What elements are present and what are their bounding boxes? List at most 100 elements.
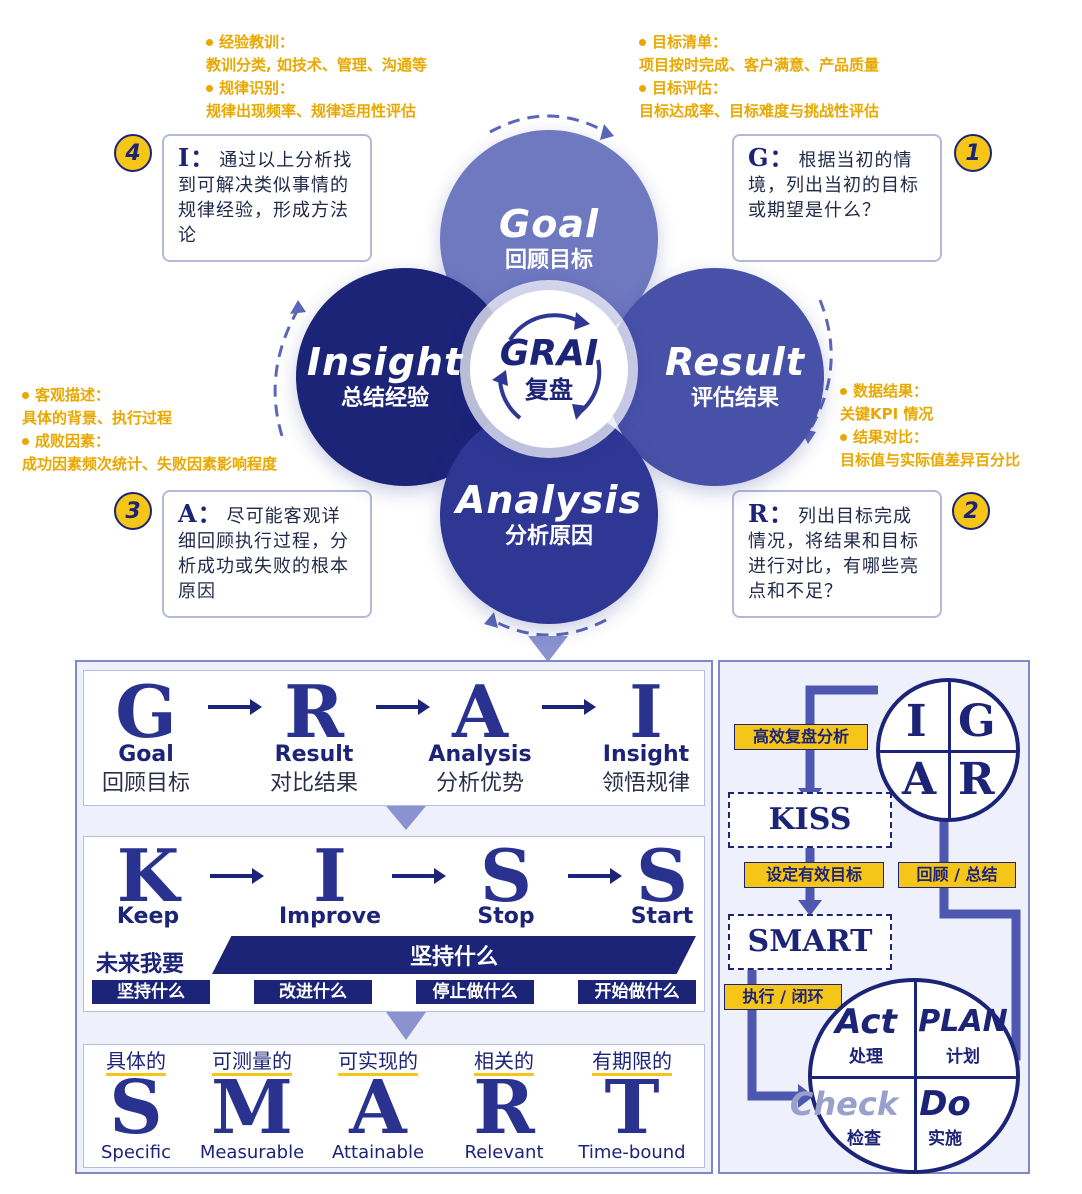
smart-label-cn-text: 有期限的 bbox=[592, 1049, 672, 1076]
step-key-g: G： bbox=[748, 143, 795, 172]
smart-label-en: Time-bound bbox=[578, 1142, 686, 1163]
note-top-right: 目标清单： 项目按时完成、客户满意、产品质量 目标评估： 目标达成率、目标难度与… bbox=[639, 33, 880, 120]
pdca-act-cn: 处理 bbox=[849, 1047, 883, 1067]
pdca-do: Do 实施 bbox=[910, 1084, 980, 1149]
grai-arrow bbox=[542, 699, 596, 715]
grai-label-cn: 对比结果 bbox=[269, 771, 358, 796]
smart-label-cn: 可实现的 bbox=[318, 1048, 438, 1076]
step-text-g: 根据当初的情境，列出当初的目标或期望是什么？ bbox=[748, 150, 919, 221]
kiss-arrow bbox=[392, 868, 446, 884]
pdca-check-cn: 检查 bbox=[847, 1129, 881, 1149]
igar-circle: I G A R bbox=[876, 678, 1020, 822]
grai-letter: A bbox=[452, 669, 508, 754]
pdca-check: Check 检查 bbox=[782, 1084, 906, 1149]
grai-label-cn: 回顾目标 bbox=[101, 771, 190, 796]
smart-label-en: Measurable bbox=[199, 1142, 305, 1163]
step-box-insight: I： 通过以上分析找到可解决类似事情的规律经验，形成方法论 bbox=[162, 134, 372, 262]
smart-label-en: Attainable bbox=[331, 1142, 425, 1163]
kiss-arrow bbox=[210, 868, 264, 884]
kiss-letter: S bbox=[636, 833, 688, 918]
pdca-plan-cn: 计划 bbox=[946, 1047, 980, 1067]
pdca-act: Act 处理 bbox=[826, 1002, 906, 1067]
arrow-bottom bbox=[491, 618, 607, 637]
smart-box: SMART bbox=[728, 914, 892, 970]
smart-label-cn-text: 相关的 bbox=[474, 1049, 534, 1076]
smart-letter: M bbox=[211, 1065, 293, 1151]
smart-label-cn-text: 具体的 bbox=[106, 1049, 166, 1076]
step-badge-3: 3 bbox=[114, 492, 152, 530]
smart-label-cn: 可测量的 bbox=[192, 1048, 312, 1076]
step-box-analysis: A： 尽可能客观详细回顾执行过程，分析成功或失败的根本原因 bbox=[162, 490, 372, 618]
grai-label-cn: 领悟规律 bbox=[601, 771, 690, 796]
petal-result: Result 评估结果 bbox=[606, 268, 824, 486]
kiss-box: KISS bbox=[728, 792, 892, 848]
grai-label-en: Analysis bbox=[428, 742, 532, 767]
step-key-r: R： bbox=[748, 499, 794, 528]
grai-label-cn: 分析优势 bbox=[435, 771, 524, 796]
kiss-label-en: Stop bbox=[477, 904, 535, 929]
kiss-letter: K bbox=[116, 833, 180, 918]
grai-label-en: Result bbox=[274, 742, 354, 767]
igar-a: A bbox=[902, 754, 937, 805]
kiss-label-en: Start bbox=[630, 904, 694, 929]
arrowhead-bottom bbox=[484, 612, 498, 628]
kiss-future-label: 未来我要 bbox=[96, 952, 185, 977]
grai-letter: R bbox=[284, 669, 344, 754]
kiss-label-en: Improve bbox=[278, 904, 382, 929]
grai-label-en: Insight bbox=[602, 742, 690, 767]
kiss-arrow bbox=[568, 868, 622, 884]
smart-letter: R bbox=[473, 1065, 535, 1151]
flower-down-arrow bbox=[528, 636, 568, 662]
arrowhead-left bbox=[290, 300, 306, 314]
grai-letter: G bbox=[115, 669, 177, 754]
kiss-banner-text: 坚持什么 bbox=[409, 945, 498, 970]
arrowhead-top bbox=[600, 124, 614, 140]
step-badge-1: 1 bbox=[954, 134, 992, 172]
pdca-check-en: Check bbox=[789, 1085, 899, 1123]
pdca-act-en: Act bbox=[835, 1002, 897, 1042]
note-mid-right: 数据结果： 关键KPI 情况 结果对比： 目标值与实际值差异百分比 bbox=[840, 382, 1021, 469]
step-text-a: 尽可能客观详细回顾执行过程，分析成功或失败的根本原因 bbox=[178, 506, 349, 602]
kiss-letter: S bbox=[480, 833, 532, 918]
smart-label-cn-text: 可实现的 bbox=[338, 1049, 418, 1076]
step-badge-4: 4 bbox=[114, 134, 152, 172]
step-text-i: 通过以上分析找到可解决类似事情的规律经验，形成方法论 bbox=[178, 150, 353, 246]
grai-letter: I bbox=[629, 669, 663, 754]
arrow-left bbox=[273, 305, 302, 437]
pdca-circle bbox=[808, 978, 1020, 1174]
pdca-do-cn: 实施 bbox=[928, 1129, 962, 1149]
kiss-letter: I bbox=[313, 833, 347, 918]
igar-i: I bbox=[906, 696, 927, 747]
smart-label-cn: 相关的 bbox=[444, 1048, 564, 1076]
step-box-goal: G： 根据当初的情境，列出当初的目标或期望是什么？ bbox=[732, 134, 942, 262]
step-key-a: A： bbox=[178, 499, 223, 528]
tag-review: 回顾 / 总结 bbox=[898, 862, 1016, 888]
kiss-label-en: Keep bbox=[116, 904, 180, 929]
igar-r: R bbox=[958, 754, 995, 805]
smart-row-card bbox=[83, 1044, 705, 1168]
smart-letter: T bbox=[604, 1065, 660, 1151]
kiss-banner: 坚持什么 bbox=[212, 936, 696, 974]
kiss-tag: 开始做什么 bbox=[578, 980, 696, 1004]
pdca-plan: PLAN 计划 bbox=[910, 1002, 1016, 1067]
kiss-tag: 坚持什么 bbox=[92, 980, 210, 1004]
smart-label-cn-text: 可测量的 bbox=[212, 1049, 292, 1076]
pdca-plan-en: PLAN bbox=[918, 1004, 1008, 1039]
smart-label-en: Specific bbox=[100, 1142, 172, 1163]
smart-letter: A bbox=[349, 1065, 407, 1151]
pdca-do-en: Do bbox=[919, 1084, 971, 1124]
center-title: GRAI bbox=[499, 333, 599, 374]
smart-label-en: Relevant bbox=[464, 1142, 544, 1163]
tag-exec: 执行 / 闭环 bbox=[724, 984, 842, 1010]
smart-letter: S bbox=[109, 1065, 163, 1151]
connector-kiss-smart bbox=[386, 1012, 426, 1040]
kiss-tag: 改进什么 bbox=[254, 980, 372, 1004]
note-mid-left: 客观描述： 具体的背景、执行过程 成败因素： 成功因素频次统计、失败因素影响程度 bbox=[22, 386, 278, 473]
tag-analysis: 高效复盘分析 bbox=[734, 724, 868, 750]
step-badge-2: 2 bbox=[952, 492, 990, 530]
kiss-tag: 停止做什么 bbox=[416, 980, 534, 1004]
grai-arrow bbox=[376, 699, 430, 715]
connector-grai-kiss bbox=[386, 806, 426, 830]
igar-g: G bbox=[958, 696, 996, 747]
